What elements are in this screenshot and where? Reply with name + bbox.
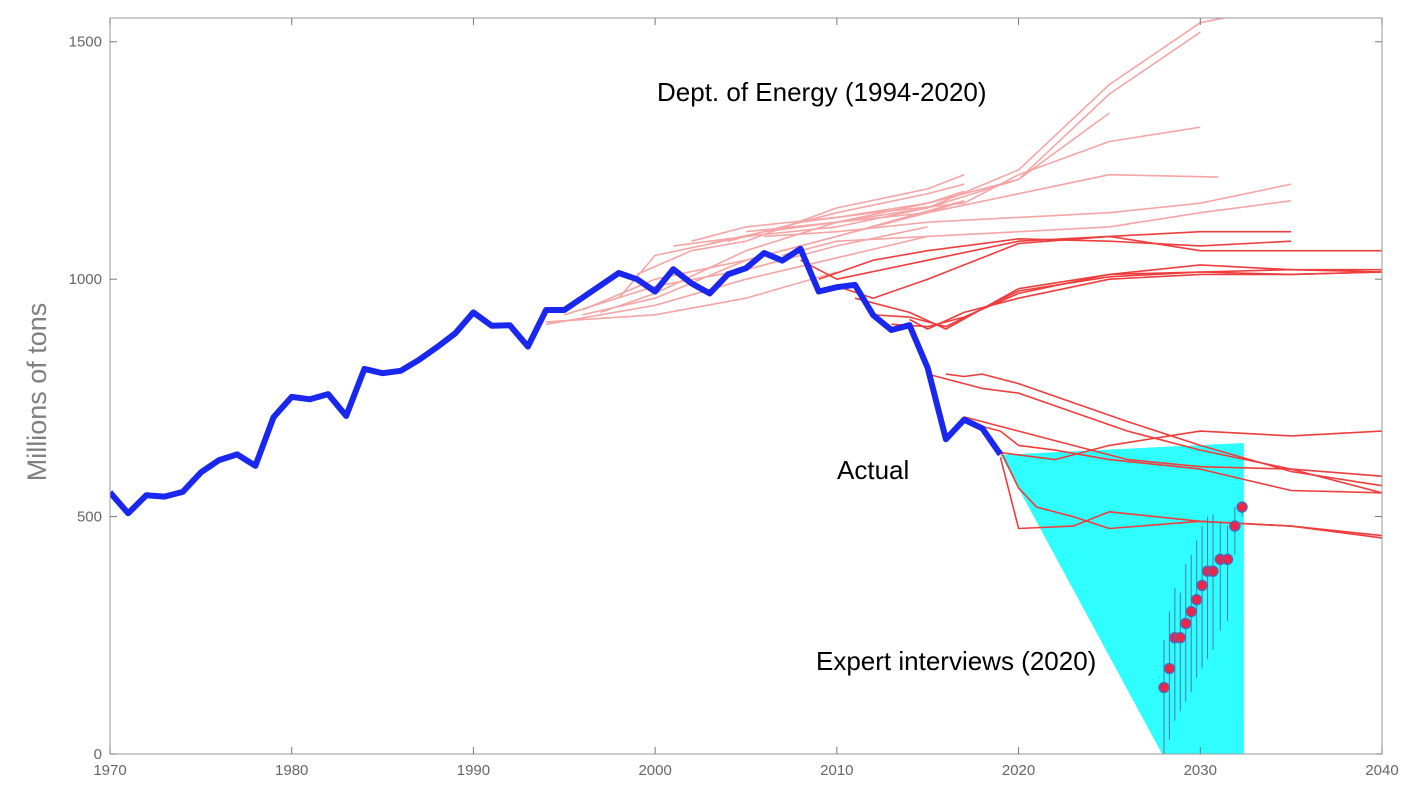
forecast-line-10 [691, 31, 1201, 242]
forecast-line-21 [891, 268, 1382, 328]
forecast-line-17 [818, 238, 1292, 280]
expert-range-area [1000, 442, 1244, 754]
expert-point-12 [1221, 553, 1234, 566]
x-tick-label-2020: 2020 [1002, 762, 1035, 779]
axes: 1970 1980 1990 2000 2010 2020 2030 2040 0 500 1000… [69, 17, 1399, 779]
annotation-expert: Expert interviews (2020) [816, 646, 1096, 676]
expert-point-1 [1158, 681, 1170, 694]
expert-point-8 [1196, 579, 1208, 592]
y-tick-label-500: 500 [77, 509, 102, 526]
expert-point-13 [1229, 520, 1241, 532]
forecast-line-22 [909, 271, 1382, 330]
y-tick-label-1500: 1500 [69, 34, 102, 51]
expert-point-10 [1207, 565, 1219, 577]
annotation-doe: Dept. of Energy (1994-2020) [657, 77, 987, 107]
plot-area [110, 18, 1382, 754]
x-tick-label-1970: 1970 [93, 762, 126, 779]
forecast-line-29 [1000, 430, 1382, 461]
x-tick-label-2030: 2030 [1184, 762, 1217, 779]
x-tick-label-2000: 2000 [638, 762, 671, 779]
expert-point-2 [1163, 662, 1176, 675]
y-tick-label-0: 0 [94, 746, 102, 763]
forecast-line-16 [800, 230, 1292, 280]
x-tick-label-2010: 2010 [820, 762, 853, 779]
forecast-line-14 [764, 183, 1292, 238]
expert-point-7 [1190, 593, 1203, 606]
expert-point-14 [1236, 501, 1248, 513]
forecast-line-25 [963, 416, 1382, 494]
forecast-line-11 [709, 18, 1229, 245]
y-axis-title: Millions of tons [22, 303, 52, 482]
forecast-line-26 [981, 425, 1382, 494]
x-tick-label-1990: 1990 [457, 762, 490, 779]
axes-frame [109, 17, 1383, 755]
forecast-line-7 [618, 183, 965, 299]
forecast-line-12 [727, 126, 1201, 242]
forecast-line-8 [636, 173, 965, 276]
y-tick-label-1000: 1000 [69, 271, 102, 288]
annotation-actual: Actual [837, 455, 909, 485]
actual-line [110, 245, 1003, 517]
expert-point-5 [1180, 617, 1192, 630]
forecast-line-19 [854, 264, 1382, 330]
forecast-line-13 [745, 173, 1219, 233]
forecast-line-24 [945, 373, 1382, 487]
x-tick-label-2040: 2040 [1365, 762, 1398, 779]
forecast-line-1 [546, 271, 838, 323]
x-tick-label-1980: 1980 [275, 762, 308, 779]
forecast-line-15 [782, 200, 1292, 257]
expert-point-6 [1185, 605, 1197, 618]
forecast-line-2 [545, 235, 928, 326]
forecast-line-18 [836, 235, 1382, 299]
forecast-line-28 [999, 457, 1382, 539]
expert-point-4 [1174, 631, 1186, 644]
